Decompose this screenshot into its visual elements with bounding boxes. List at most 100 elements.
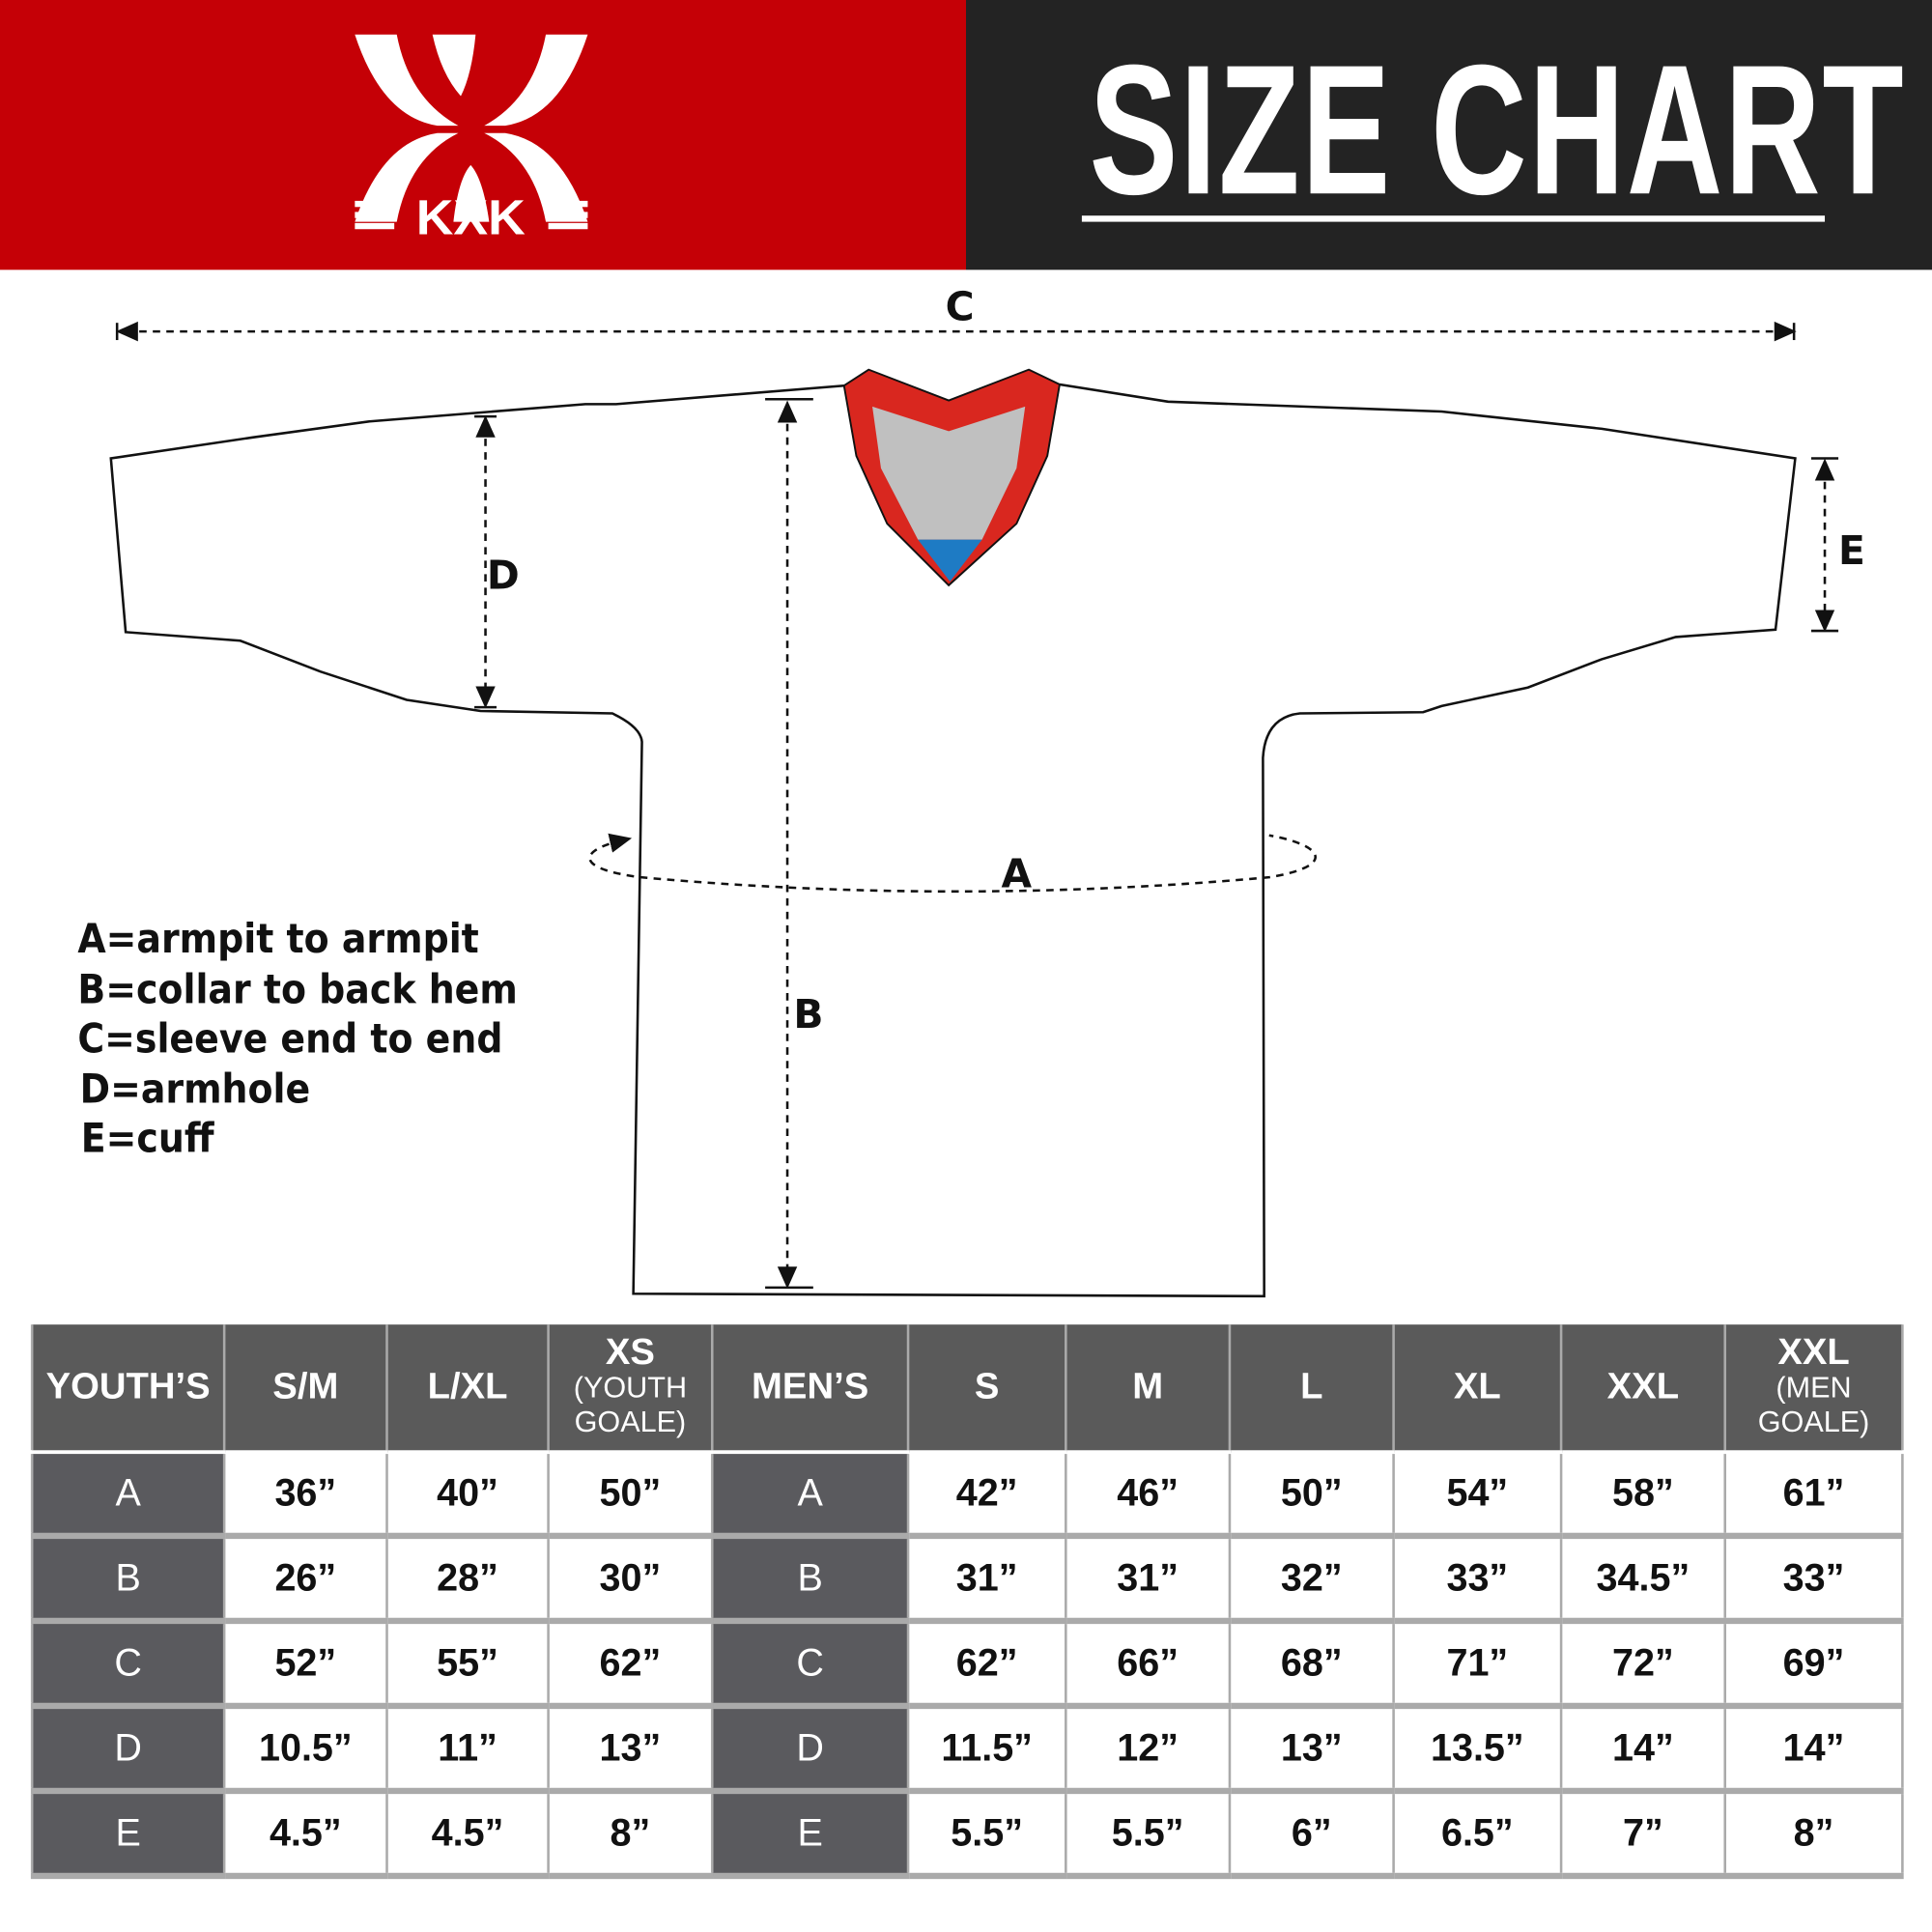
- table-cell: 14”: [1723, 1705, 1904, 1795]
- table-cell: 4.5”: [385, 1790, 550, 1880]
- table-cell: 6.5”: [1392, 1790, 1563, 1880]
- table-cell: 68”: [1228, 1620, 1395, 1710]
- collar-accent: [918, 539, 982, 582]
- table-row: E 4.5” 4.5” 8” E 5.5” 5.5” 6” 6.5” 7” 8”: [30, 1790, 1904, 1880]
- column-header-main: L/XL: [427, 1366, 508, 1407]
- column-header: MEN’S: [710, 1324, 910, 1453]
- collar-inner: [872, 406, 1026, 540]
- column-header: XL: [1392, 1324, 1563, 1453]
- column-header: M: [1065, 1324, 1232, 1453]
- legend-item: A=armpit to armpit: [77, 914, 479, 963]
- column-header: L/XL: [385, 1324, 550, 1453]
- table-cell: 11”: [385, 1705, 550, 1795]
- title-banner: [965, 0, 1932, 270]
- table-cell: 14”: [1559, 1705, 1726, 1795]
- table-cell: 4.5”: [222, 1790, 388, 1880]
- column-header: XXL: [1559, 1324, 1726, 1453]
- column-header-main: S/M: [272, 1366, 339, 1407]
- table-cell: 30”: [547, 1535, 714, 1625]
- column-header-main: XL: [1453, 1366, 1501, 1407]
- table-cell: 55”: [385, 1620, 550, 1710]
- table-cell: 52”: [222, 1620, 388, 1710]
- table-cell: 40”: [385, 1450, 550, 1540]
- table-cell: 7”: [1559, 1790, 1726, 1880]
- label-e: E: [1838, 527, 1865, 574]
- row-label: B: [710, 1535, 910, 1625]
- column-header-main: XS: [605, 1331, 655, 1373]
- column-header-main: YOUTH’S: [45, 1366, 211, 1407]
- table-cell: 50”: [1228, 1450, 1395, 1540]
- table-cell: 36”: [222, 1450, 388, 1540]
- table-cell: 50”: [547, 1450, 714, 1540]
- legend-item: E=cuff: [80, 1114, 214, 1163]
- table-row: D 10.5” 11” 13” D 11.5” 12” 13” 13.5” 14” 14”: [30, 1705, 1904, 1795]
- column-header-main: XXL: [1777, 1331, 1850, 1373]
- column-header: S/M: [222, 1324, 388, 1453]
- row-label: E: [710, 1790, 910, 1880]
- table-cell: 69”: [1723, 1620, 1904, 1710]
- table-cell: 34.5”: [1559, 1535, 1726, 1625]
- column-header-sub: (MEN GOALE): [1757, 1371, 1870, 1439]
- legend-item: C=sleeve end to end: [77, 1013, 503, 1063]
- jersey-diagram: C D B E A: [109, 284, 1865, 1298]
- table-cell: 31”: [1065, 1535, 1232, 1625]
- table-cell: 66”: [1065, 1620, 1232, 1710]
- column-header: S: [906, 1324, 1067, 1453]
- measurement-legend: A=armpit to armpit B=collar to back hem …: [77, 914, 517, 1164]
- table-cell: 33”: [1392, 1535, 1563, 1625]
- legend-item: B=collar to back hem: [77, 964, 518, 1012]
- column-header-main: M: [1132, 1366, 1164, 1407]
- table-cell: 72”: [1559, 1620, 1726, 1710]
- dimension-a-ellipse: [588, 833, 1317, 894]
- table-cell: 33”: [1723, 1535, 1904, 1625]
- legend-item: D=armhole: [79, 1064, 311, 1113]
- table-cell: 26”: [222, 1535, 388, 1625]
- row-label: E: [30, 1790, 226, 1880]
- table-cell: 8”: [547, 1790, 714, 1880]
- label-c: C: [946, 284, 975, 330]
- table-header-row: YOUTH’S S/M L/XL XS (YOUTH GOALE) MEN’S S M L XL X…: [30, 1324, 1904, 1453]
- label-d: D: [487, 553, 520, 599]
- svg-text:KXK: KXK: [416, 190, 526, 245]
- size-table: YOUTH’S S/M L/XL XS (YOUTH GOALE) MEN’S S M L XL X…: [30, 1324, 1904, 1880]
- table-cell: 12”: [1065, 1705, 1232, 1795]
- label-b: B: [793, 991, 823, 1037]
- table-cell: 71”: [1392, 1620, 1563, 1710]
- table-cell: 11.5”: [906, 1705, 1067, 1795]
- table-cell: 62”: [906, 1620, 1067, 1710]
- table-cell: 42”: [906, 1450, 1067, 1540]
- table-cell: 13”: [1228, 1705, 1395, 1795]
- table-cell: 13”: [547, 1705, 714, 1795]
- table-cell: 5.5”: [1065, 1790, 1232, 1880]
- title-underline: [1081, 215, 1826, 222]
- table-cell: 32”: [1228, 1535, 1395, 1625]
- table-cell: 31”: [906, 1535, 1067, 1625]
- row-label: B: [30, 1535, 226, 1625]
- table-cell: 6”: [1228, 1790, 1395, 1880]
- column-header: YOUTH’S: [30, 1324, 226, 1453]
- table-row: A 36” 40” 50” A 42” 46” 50” 54” 58” 61”: [30, 1450, 1904, 1540]
- row-label: A: [30, 1450, 226, 1540]
- column-header: L: [1228, 1324, 1395, 1453]
- logo-banner: KXK: [0, 0, 966, 270]
- column-header-main: S: [974, 1366, 1000, 1407]
- table-cell: 13.5”: [1392, 1705, 1563, 1795]
- table-cell: 61”: [1723, 1450, 1904, 1540]
- column-header-sub: (YOUTH GOALE): [573, 1371, 688, 1439]
- column-header-main: XXL: [1606, 1366, 1680, 1407]
- table-row: B 26” 28” 30” B 31” 31” 32” 33” 34.5” 33”: [30, 1535, 1904, 1625]
- column-header-main: L: [1300, 1366, 1323, 1407]
- table-cell: 10.5”: [222, 1705, 388, 1795]
- table-cell: 58”: [1559, 1450, 1726, 1540]
- column-header: XS (YOUTH GOALE): [547, 1324, 714, 1453]
- table-cell: 46”: [1065, 1450, 1232, 1540]
- table-row: C 52” 55” 62” C 62” 66” 68” 71” 72” 69”: [30, 1620, 1904, 1710]
- column-header-main: MEN’S: [752, 1366, 869, 1407]
- row-label: D: [30, 1705, 226, 1795]
- row-label: C: [30, 1620, 226, 1710]
- table-cell: 8”: [1723, 1790, 1904, 1880]
- label-a: A: [1002, 850, 1033, 896]
- table-cell: 28”: [385, 1535, 550, 1625]
- column-header: XXL (MEN GOALE): [1723, 1324, 1904, 1453]
- table-cell: 54”: [1392, 1450, 1563, 1540]
